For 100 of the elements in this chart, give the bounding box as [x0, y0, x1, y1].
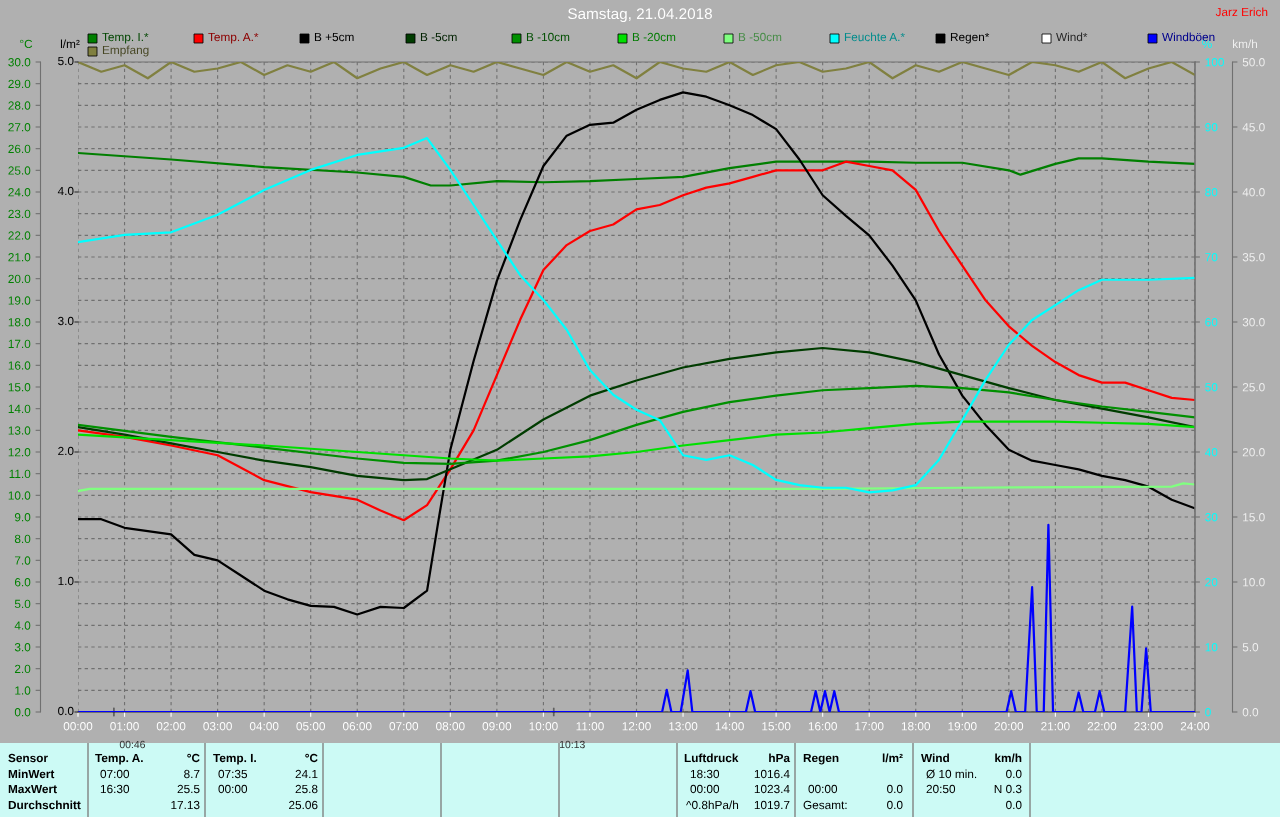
y2-tick-label: 30	[1205, 513, 1218, 522]
y-tick-label: 22.0	[8, 231, 31, 240]
y-tick-label: 15.0	[8, 383, 31, 392]
y-tick-label: 2.0	[14, 664, 31, 674]
y-tick-label: 4.0	[14, 621, 31, 630]
text: 25.06	[289, 800, 318, 810]
x-tick-label: 05:00	[296, 722, 326, 731]
y3-tick-label: 25.0	[1242, 383, 1265, 392]
text: Gesamt:	[803, 800, 847, 810]
text: Temp. A.	[95, 753, 143, 765]
y-tick-label: 3.0	[14, 643, 31, 652]
legend-label: Empfang	[102, 45, 149, 57]
y2-tick-label: 50	[1205, 383, 1218, 392]
legend-label: Wind*	[1056, 32, 1088, 42]
text: 16:30	[100, 784, 130, 794]
text: 2.0	[58, 446, 74, 456]
x-tick-label: 04:00	[249, 722, 279, 731]
chart-title: Samstag, 21.04.2018	[568, 8, 712, 23]
x-tick-label: 24:00	[1180, 722, 1210, 731]
text: l/m²	[60, 39, 80, 49]
y3-tick-label: 50.0	[1242, 58, 1265, 67]
text: 1.0	[58, 576, 74, 586]
legend-label: B +5cm	[314, 32, 354, 42]
annotation: 10:13	[560, 740, 585, 749]
y3-tick-label: 10.0	[1243, 578, 1265, 587]
text: 0.0	[1006, 769, 1022, 779]
y3-tick-label: 5.0	[1242, 643, 1259, 652]
y-tick-label: 14.0	[8, 404, 31, 414]
x-tick-label: 06:00	[342, 722, 372, 731]
x-tick-label: 22:00	[1087, 722, 1117, 731]
y3-tick-label: 20.0	[1242, 448, 1265, 457]
y-tick-label: 27.0	[8, 123, 31, 132]
text: °C	[187, 753, 200, 763]
text: Jarz Erich	[1215, 7, 1268, 17]
x-tick-label: 18:00	[901, 722, 931, 731]
y-tick-label: 6.0	[14, 578, 31, 587]
y2-axis-title: %	[1202, 39, 1212, 49]
x-tick-label: 12:00	[622, 722, 651, 731]
text: 5.0	[58, 56, 74, 66]
y-tick-label: 9.0	[14, 513, 31, 522]
text: 00:00	[218, 784, 248, 794]
y-tick-label: 28.0	[8, 101, 31, 110]
x-tick-label: 01:00	[110, 722, 139, 731]
text: 18:30	[690, 769, 720, 779]
text: Wind	[921, 753, 949, 763]
y-tick-label: 23.0	[8, 209, 31, 219]
line-series	[78, 91, 1195, 616]
text: Sensor	[8, 753, 48, 763]
x-tick-label: 14:00	[715, 722, 744, 731]
text: ^0.8hPa/h	[686, 800, 739, 810]
text: 1016.4	[754, 769, 790, 779]
y-tick-label: 25.0	[8, 166, 31, 175]
x-tick-label: 19:00	[948, 722, 977, 731]
y-tick-label: 24.0	[8, 188, 31, 197]
legend-label: B -5cm	[420, 32, 457, 42]
line-series	[78, 151, 1195, 187]
y-tick-label: 29.0	[8, 79, 31, 89]
text: hPa	[769, 753, 791, 763]
text: 0.0	[887, 784, 903, 794]
text: 00:00	[808, 784, 838, 794]
text: Temp. I.	[213, 753, 256, 765]
y2-tick-label: 100	[1205, 58, 1224, 67]
y-tick-label: 18.0	[8, 318, 31, 327]
x-tick-label: 13:00	[669, 722, 698, 731]
x-tick-label: 21:00	[1041, 722, 1070, 731]
legend-label: B -20cm	[632, 32, 676, 42]
y2-tick-label: 20	[1205, 578, 1218, 587]
text: 3.0	[58, 316, 74, 326]
text: Luftdruck	[684, 753, 739, 763]
text: 1019.7	[754, 800, 790, 810]
text: Ø 10 min.	[926, 769, 977, 779]
y2-tick-label: 0	[1205, 708, 1211, 717]
y2-tick-label: 40	[1204, 448, 1218, 457]
x-tick-label: 03:00	[203, 722, 232, 731]
y-tick-label: 20.0	[8, 274, 31, 284]
y-axis-title: °C	[20, 39, 33, 49]
text: MinWert	[8, 769, 55, 779]
y-tick-label: 12.0	[8, 448, 31, 457]
text: 07:35	[218, 769, 248, 779]
x-tick-label: 02:00	[156, 722, 186, 731]
legend-label: Temp. I.*	[102, 32, 149, 44]
y-tick-label: 10.0	[8, 491, 31, 500]
y2-tick-label: 90	[1205, 123, 1218, 132]
y3-tick-label: 35.0	[1242, 253, 1265, 262]
legend-label: Feuchte A.*	[844, 32, 905, 42]
y3-tick-label: 40.0	[1242, 188, 1265, 197]
text: N 0.3	[994, 784, 1022, 794]
y3-tick-label: 30.0	[1242, 318, 1265, 327]
text: 1023.4	[754, 784, 790, 794]
x-tick-label: 11:00	[576, 722, 604, 731]
y2-tick-label: 70	[1205, 253, 1218, 262]
text: l/m²	[882, 753, 903, 763]
legend-label: Temp. A.*	[208, 32, 259, 44]
text: MaxWert	[8, 784, 57, 794]
y-tick-label: 13.0	[8, 426, 31, 435]
line-series	[78, 482, 1195, 493]
y-tick-label: 1.0	[15, 686, 31, 695]
y-tick-label: 21.0	[8, 253, 31, 262]
text: Durchschnitt	[8, 800, 81, 810]
x-tick-label: 10:00	[529, 722, 558, 731]
